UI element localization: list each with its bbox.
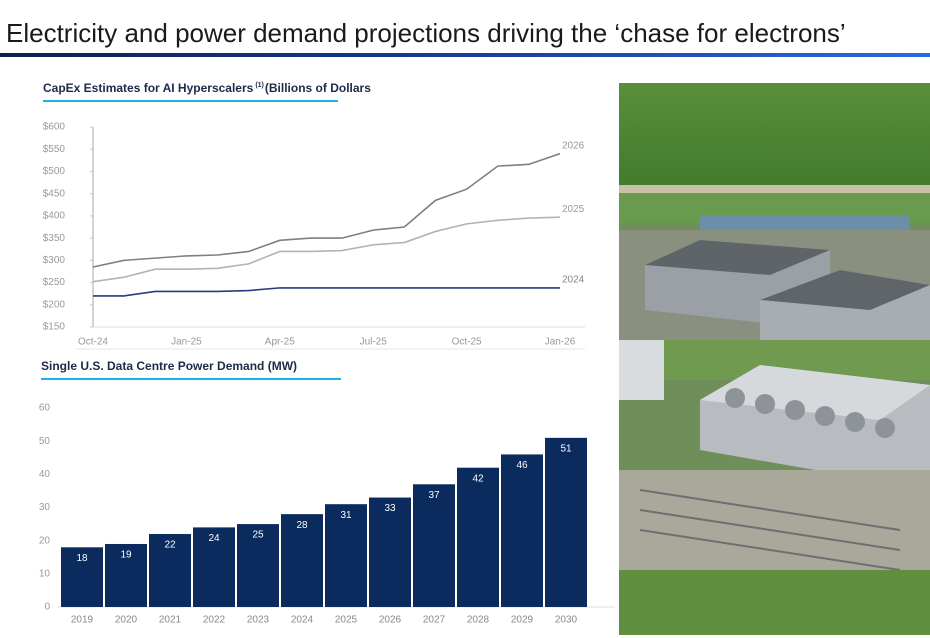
bar-value-label: 31 [340,510,352,521]
bar [149,534,191,607]
x-tick-label: Oct-24 [78,337,108,348]
x-tick-label: 2026 [379,615,402,626]
bar [237,524,279,607]
y-tick-label: 50 [39,436,51,447]
header-rule [0,53,930,57]
x-tick-label: 2028 [467,615,490,626]
y-tick-label: 60 [39,403,51,414]
bar-value-label: 51 [560,443,572,454]
y-tick-label: 0 [44,602,50,613]
series-label: 2025 [562,204,585,215]
y-tick-label: 40 [39,469,51,480]
x-tick-label: 2019 [71,615,94,626]
bar-value-label: 42 [472,473,484,484]
chart-title-text: CapEx Estimates for AI Hyperscalers [43,81,254,95]
x-tick-label: Jan-26 [545,337,576,348]
y-tick-label: $550 [43,144,66,155]
y-tick-label: 20 [39,535,51,546]
bar [501,454,543,607]
y-tick-label: $450 [43,188,66,199]
series-line [92,152,561,268]
bar-value-label: 18 [76,553,88,564]
bar-value-label: 25 [252,530,264,541]
series-line [92,216,561,283]
chart-subtitle: (Billions of Dollars [265,81,371,95]
y-tick-label: $200 [43,299,66,310]
title-underline [43,100,338,102]
bar [369,497,411,607]
x-tick-label: 2029 [511,615,534,626]
y-tick-label: 30 [39,502,51,513]
series-line [93,287,560,297]
x-tick-label: 2030 [555,615,578,626]
chart-title: CapEx Estimates for AI Hyperscalers (1)(B… [43,81,371,95]
bar [193,527,235,607]
x-tick-label: 2020 [115,615,138,626]
chart-title: Single U.S. Data Centre Power Demand (MW… [41,359,297,373]
y-tick-label: $150 [43,322,66,333]
bar [545,437,587,607]
title-underline [41,378,341,380]
bar-value-label: 24 [208,533,220,544]
bar-value-label: 19 [120,550,132,561]
x-tick-label: 2024 [291,615,314,626]
bar [325,504,367,607]
bar-value-label: 37 [428,490,440,501]
y-tick-label: $300 [43,255,66,266]
bar [105,543,147,607]
photo [619,83,930,635]
bar-value-label: 33 [384,503,396,514]
chart-title-superscript: (1) [255,82,264,89]
x-tick-label: 2025 [335,615,358,626]
bar-value-label: 28 [296,520,308,531]
x-tick-label: 2022 [203,615,226,626]
x-tick-label: Jul-25 [360,337,388,348]
bar-value-label: 22 [164,540,176,551]
x-tick-label: Oct-25 [452,337,482,348]
y-tick-label: $250 [43,277,66,288]
y-tick-label: 10 [39,568,51,579]
x-tick-label: Apr-25 [265,337,295,348]
y-tick-label: $600 [43,122,66,133]
series-label: 2024 [562,275,585,286]
x-tick-label: 2023 [247,615,270,626]
x-tick-label: 2027 [423,615,446,626]
slide-title: Electricity and power demand projections… [6,18,846,48]
bar [281,514,323,607]
y-tick-label: $400 [43,211,66,222]
series-label: 2026 [562,140,585,151]
bar [413,484,455,607]
bar [457,467,499,607]
x-tick-label: 2021 [159,615,182,626]
bar [61,547,103,607]
bar-value-label: 46 [516,460,528,471]
y-tick-label: $500 [43,166,66,177]
x-tick-label: Jan-25 [171,337,202,348]
y-tick-label: $350 [43,233,66,244]
